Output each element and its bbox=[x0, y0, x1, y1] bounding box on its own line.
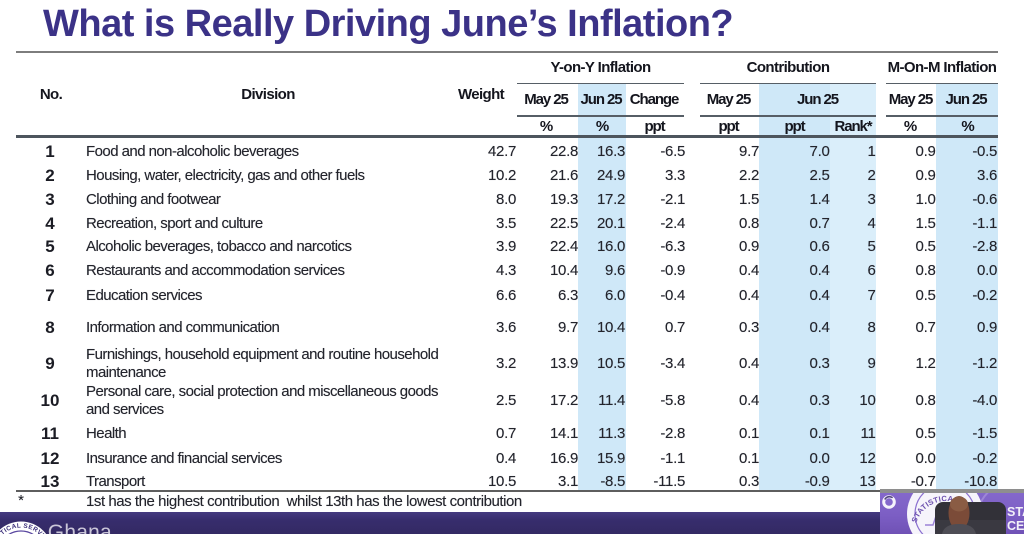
svg-text:ATISTICAL SERVI: ATISTICAL SERVI bbox=[0, 522, 45, 534]
svg-text:STA: STA bbox=[1007, 505, 1024, 519]
svg-text:CE: CE bbox=[1007, 519, 1024, 533]
